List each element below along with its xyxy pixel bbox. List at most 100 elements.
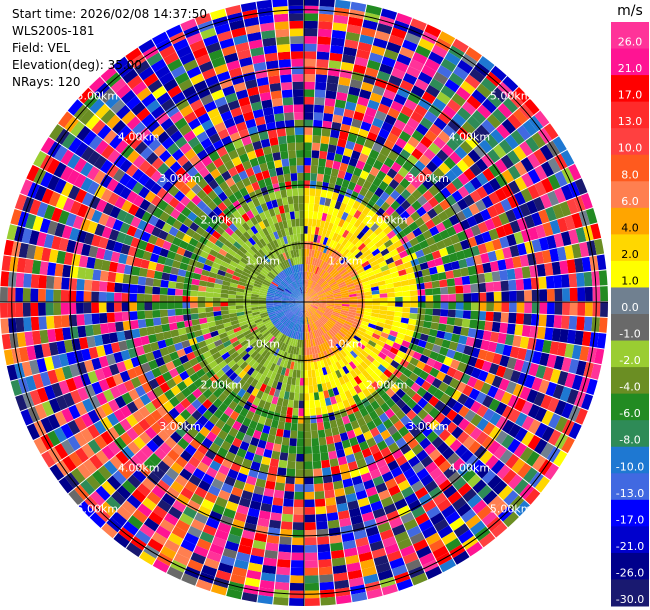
ppi-gate (330, 337, 338, 345)
ppi-gate (506, 357, 517, 370)
ppi-gate (309, 307, 315, 314)
ppi-gate (461, 508, 477, 523)
ppi-gate (296, 438, 304, 447)
ppi-gate (396, 578, 413, 591)
ppi-gate (445, 169, 458, 182)
ppi-gate (389, 210, 400, 221)
ppi-gate (304, 302, 309, 309)
ppi-gate (395, 12, 413, 25)
ppi-gate (212, 292, 221, 298)
ppi-gate (174, 295, 183, 302)
ppi-gate (320, 135, 330, 145)
ppi-gate (393, 60, 409, 73)
ppi-gate (197, 302, 206, 308)
ppi-gate (304, 298, 312, 302)
ppi-gate (538, 276, 547, 289)
ppi-gate (488, 398, 501, 412)
ppi-gate (485, 282, 494, 292)
ppi-gate (295, 308, 301, 316)
ppi-gate (523, 467, 538, 484)
ppi-gate (400, 383, 411, 394)
ppi-gate (461, 101, 477, 116)
ppi-gate (304, 514, 316, 523)
ppi-gate (292, 315, 298, 323)
ppi-gate (361, 280, 371, 287)
ppi-gate (534, 407, 548, 423)
ppi-gate (554, 170, 568, 187)
ppi-gate (334, 394, 343, 404)
ppi-gate (395, 409, 406, 420)
ppi-gate (249, 554, 264, 565)
ppi-gate (376, 276, 385, 283)
ppi-gate (325, 309, 333, 313)
ppi-gate (328, 364, 335, 373)
ppi-gate (282, 343, 288, 352)
ppi-gate (359, 257, 368, 265)
ppi-gate (355, 135, 367, 146)
ppi-gate (507, 474, 523, 490)
ppi-gate (350, 1, 367, 12)
ppi-gate (309, 400, 316, 409)
ppi-gate (323, 262, 329, 271)
ppi-gate (498, 139, 513, 154)
ppi-gate (273, 364, 280, 373)
ppi-gate (393, 420, 405, 431)
ppi-gate (296, 324, 300, 332)
ppi-gate (279, 413, 287, 423)
ppi-gate (386, 244, 396, 253)
ppi-gate (318, 344, 324, 353)
ppi-gate (332, 387, 340, 396)
ppi-gate (304, 484, 314, 492)
ppi-gate (327, 67, 341, 77)
ppi-gate (333, 308, 342, 312)
ppi-gate (485, 311, 494, 322)
ppi-gate (400, 414, 411, 426)
ppi-gate (397, 112, 410, 124)
ppi-gate (327, 75, 339, 85)
ppi-gate (363, 573, 379, 585)
ppi-gate (383, 343, 393, 352)
ppi-gate (454, 317, 463, 327)
ppi-gate (431, 280, 441, 289)
ppi-gate (368, 363, 378, 372)
ppi-gate (295, 476, 304, 485)
ppi-gate (354, 251, 363, 259)
ppi-gate (334, 487, 346, 498)
ppi-gate (320, 270, 327, 278)
ppi-gate (441, 504, 456, 519)
ppi-gate (422, 178, 434, 190)
ppi-gate (294, 112, 304, 120)
ppi-gate (351, 591, 368, 603)
ppi-gate (361, 260, 370, 268)
ppi-gate (345, 363, 354, 372)
ppi-gate (531, 302, 540, 314)
ppi-gate (370, 312, 380, 318)
ppi-gate (360, 361, 369, 370)
ppi-gate (297, 241, 302, 250)
ppi-gate (516, 302, 525, 313)
ppi-gate (338, 76, 351, 87)
ppi-gate (373, 329, 383, 336)
ppi-gate (338, 227, 346, 237)
ppi-gate (422, 391, 434, 403)
ppi-gate (318, 296, 327, 299)
ppi-gate (193, 545, 209, 558)
ppi-gate (468, 388, 481, 401)
ppi-gate (343, 46, 357, 57)
ppi-gate (190, 552, 206, 565)
ppi-gate (422, 190, 434, 202)
ppi-gate (323, 350, 329, 359)
ppi-gate (317, 290, 325, 296)
ppi-gate (456, 126, 471, 141)
ppi-gate (270, 144, 280, 154)
ppi-gate (170, 267, 180, 276)
ppi-gate (380, 163, 391, 175)
ppi-gate (272, 443, 282, 453)
ppi-gate (339, 186, 348, 196)
ppi-gate (286, 188, 293, 197)
ppi-gate (369, 468, 382, 480)
ppi-gate (183, 314, 192, 322)
colorbar-tick-label: 4.0 (621, 221, 639, 234)
ppi-gate (575, 408, 588, 425)
ppi-gate (356, 400, 365, 411)
